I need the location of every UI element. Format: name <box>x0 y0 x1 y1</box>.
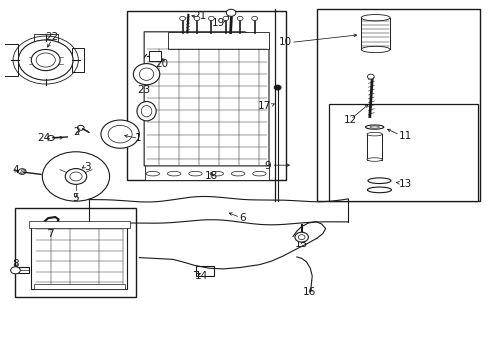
Text: 20: 20 <box>155 59 168 68</box>
Bar <box>361 18 390 49</box>
Circle shape <box>77 125 84 130</box>
Bar <box>367 134 382 159</box>
Bar <box>31 222 127 289</box>
Text: 22: 22 <box>46 32 59 42</box>
Text: 9: 9 <box>265 161 271 171</box>
Circle shape <box>237 16 243 21</box>
Bar <box>168 32 269 49</box>
Ellipse shape <box>168 171 181 176</box>
Text: 17: 17 <box>258 101 271 111</box>
Text: 4: 4 <box>12 165 19 175</box>
Ellipse shape <box>210 171 223 176</box>
Circle shape <box>209 16 214 21</box>
Circle shape <box>36 53 55 67</box>
Bar <box>72 48 84 72</box>
Circle shape <box>101 120 139 148</box>
Text: 24: 24 <box>38 133 51 143</box>
Circle shape <box>65 168 87 184</box>
Text: 11: 11 <box>399 131 412 141</box>
Bar <box>18 267 29 273</box>
Circle shape <box>223 16 229 21</box>
Text: 3: 3 <box>84 162 91 172</box>
Text: 15: 15 <box>295 239 308 248</box>
Bar <box>34 284 125 289</box>
Bar <box>15 208 136 297</box>
Bar <box>149 51 161 61</box>
Bar <box>127 11 286 180</box>
Circle shape <box>252 16 257 21</box>
Text: 8: 8 <box>12 259 19 269</box>
Ellipse shape <box>253 171 266 176</box>
Ellipse shape <box>368 187 392 193</box>
Circle shape <box>31 49 60 71</box>
Bar <box>329 104 478 201</box>
Text: 7: 7 <box>47 229 53 239</box>
Circle shape <box>70 172 82 181</box>
Circle shape <box>274 85 281 90</box>
Circle shape <box>194 16 200 21</box>
Circle shape <box>11 267 20 274</box>
Bar <box>145 164 269 180</box>
Text: 10: 10 <box>279 37 292 48</box>
Ellipse shape <box>368 178 391 184</box>
Bar <box>3 44 18 76</box>
Text: 13: 13 <box>399 179 412 189</box>
Text: 2: 2 <box>74 127 80 138</box>
Text: 1: 1 <box>135 133 142 143</box>
Ellipse shape <box>361 14 390 21</box>
Ellipse shape <box>189 171 202 176</box>
Circle shape <box>18 169 26 174</box>
Circle shape <box>42 152 110 201</box>
Text: 6: 6 <box>239 213 246 223</box>
Circle shape <box>226 9 236 16</box>
Text: 19: 19 <box>212 18 225 28</box>
Circle shape <box>368 74 374 79</box>
Ellipse shape <box>361 46 390 53</box>
Text: 16: 16 <box>303 287 317 297</box>
Polygon shape <box>144 32 269 166</box>
Circle shape <box>180 16 185 21</box>
Circle shape <box>18 40 73 80</box>
Bar <box>196 266 214 276</box>
Circle shape <box>295 232 308 242</box>
Bar <box>34 33 58 42</box>
Ellipse shape <box>133 64 160 85</box>
Text: 23: 23 <box>138 85 151 95</box>
Text: 12: 12 <box>344 115 357 125</box>
Ellipse shape <box>139 68 154 80</box>
Ellipse shape <box>146 171 160 176</box>
Text: 21: 21 <box>193 11 206 21</box>
Text: 14: 14 <box>195 271 208 281</box>
Ellipse shape <box>141 105 152 117</box>
Bar <box>317 9 480 201</box>
Circle shape <box>298 235 305 240</box>
Ellipse shape <box>367 132 382 136</box>
Ellipse shape <box>231 171 245 176</box>
Ellipse shape <box>370 126 379 128</box>
Ellipse shape <box>366 125 384 129</box>
Ellipse shape <box>367 158 382 161</box>
Bar <box>29 221 130 228</box>
Text: 18: 18 <box>205 171 218 181</box>
Ellipse shape <box>137 102 156 121</box>
Text: 5: 5 <box>73 193 79 203</box>
Circle shape <box>108 125 132 143</box>
Circle shape <box>48 136 54 140</box>
